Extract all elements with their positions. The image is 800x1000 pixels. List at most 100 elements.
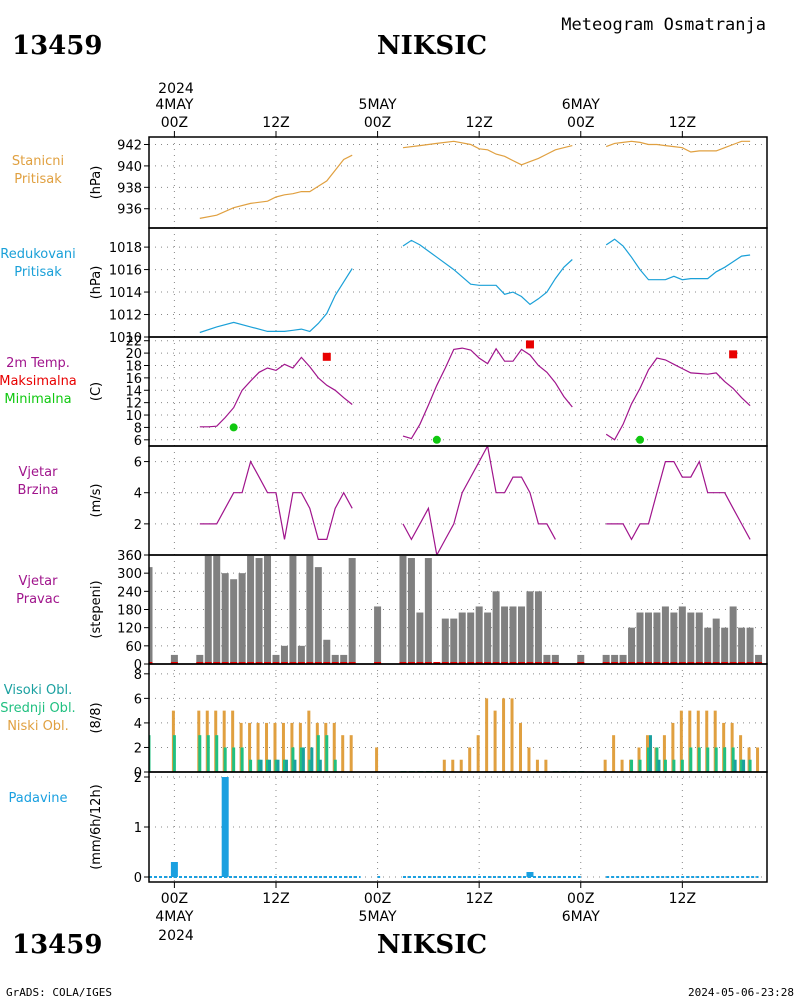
panel-label: Maksimalna [0,374,77,389]
y-tick-label: 300 [117,567,142,582]
high-cloud-bar [268,759,272,772]
wind-direction-base [297,662,305,664]
wind-direction-bar [721,627,729,664]
y-axis-label: (m/s) [89,484,104,518]
wind-direction-base [602,662,610,664]
series-line [199,460,353,540]
wind-direction-bar [619,654,627,664]
wind-direction-base [450,662,458,664]
wind-direction-bar [399,555,407,664]
low-cloud-bar [518,722,522,772]
y-axis-label: (hPa) [89,166,104,200]
high-cloud-bar [293,759,297,772]
wind-direction-bar [755,654,763,664]
wind-direction-base [611,662,619,664]
wind-direction-bar [230,579,238,664]
wind-direction-bar [653,612,661,664]
series-line [402,347,573,440]
time-label-top: 12Z [262,115,289,131]
station-name-bottom: NIKSIC [377,930,487,960]
wind-direction-base [458,662,466,664]
panel-label: Niski Obl. [7,719,69,734]
chart-panels: 936938940942(hPa)StanicniPritisak1010101… [0,136,768,886]
wind-direction-base [653,662,661,664]
mid-cloud-bar [646,747,650,772]
wind-direction-bar [238,573,246,664]
high-cloud-bar [733,759,737,772]
wind-direction-base [170,662,178,664]
wind-direction-base [221,662,229,664]
low-cloud-bar [375,747,379,772]
panel-station-pressure: 936 938 940 942 (hPa) Stanicni Pritisak [12,136,768,229]
wind-direction-bar [670,612,678,664]
wind-direction-bar [289,555,297,664]
minimum-marker [432,435,441,444]
series-line [605,357,751,441]
mid-cloud-bar [291,747,295,772]
y-axis-label: (hPa) [89,266,104,300]
time-label-bottom: 12Z [262,891,289,907]
wind-direction-base [280,662,288,664]
wind-direction-base [264,662,272,664]
y-tick-label: 20 [125,347,142,362]
panel-label: Stanicni [12,154,64,169]
y-tick-label: 12 [125,397,142,412]
low-cloud-bar [493,710,497,772]
mid-cloud-bar [333,759,337,772]
wind-direction-bar [695,612,703,664]
y-tick-label: 14 [125,384,142,399]
grid [149,228,767,337]
low-cloud-bar [476,735,480,772]
mid-cloud-bar [274,759,278,772]
y-tick-label: 120 [117,622,142,637]
mid-cloud-bar [748,759,752,772]
mid-cloud-bar [232,747,236,772]
low-cloud-bar [442,759,446,772]
mid-cloud-bar [257,759,261,772]
mid-cloud-bar [240,747,244,772]
wind-direction-bar [149,567,153,664]
credit: GrADS: COLA/IGES [6,986,112,999]
time-label-bottom: 00Z [567,891,594,907]
wind-direction-base [678,662,686,664]
wind-direction-base [721,662,729,664]
y-tick-label: 938 [117,181,142,196]
y-tick-label: 936 [117,203,142,218]
low-cloud-bar [671,722,675,772]
y-tick-label: 10 [125,409,142,424]
subtitle: Meteogram Osmatranja [561,15,766,35]
time-label-top: 12Z [669,115,696,131]
y-axis-label: (stepeni) [89,580,104,638]
y-tick-label: 1014 [109,286,142,301]
low-cloud-bar [459,759,463,772]
low-cloud-bar [535,759,539,772]
plot-area [199,238,751,334]
wind-direction-base [687,662,695,664]
wind-direction-bar [611,654,619,664]
wind-direction-bar [340,654,348,664]
panel-label: Minimalna [4,392,71,407]
wind-direction-bar [458,612,466,664]
mid-cloud-bar [714,747,718,772]
time-label-bottom: 12Z [465,891,492,907]
mid-cloud-bar [706,747,710,772]
wind-direction-bar [213,555,221,664]
time-label-top: 00Z [364,115,391,131]
wind-direction-bar [255,558,263,664]
wind-direction-bar [526,591,534,664]
wind-direction-bar [543,654,551,664]
low-cloud-bar [696,710,700,772]
panel-label: Vjetar [19,574,59,589]
wind-direction-base [492,662,500,664]
wind-direction-base [484,662,492,664]
wind-direction-bar [247,555,255,664]
y-tick-label: 2 [134,771,142,786]
y-tick-label: 4 [134,487,142,502]
low-cloud-bar [620,759,624,772]
low-cloud-bar [341,735,345,772]
wind-direction-bar [602,654,610,664]
maximum-marker [322,352,331,361]
low-cloud-bar [222,710,226,772]
wind-direction-bar [196,654,204,664]
high-cloud-bar [276,759,280,772]
